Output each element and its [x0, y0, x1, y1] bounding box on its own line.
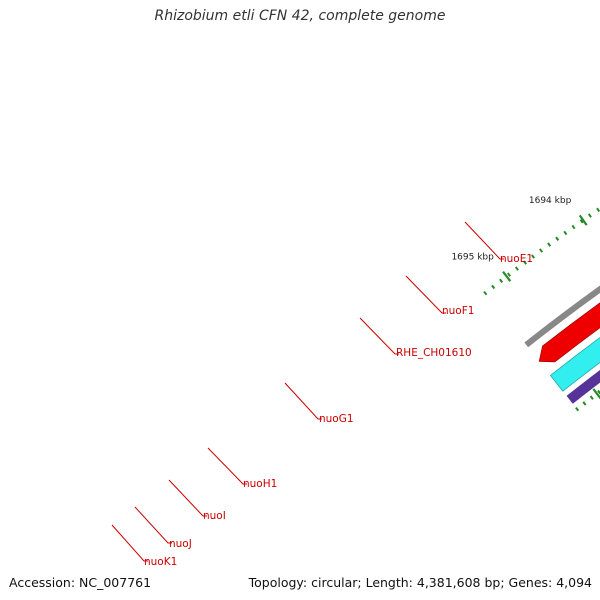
- gene-label-nuok1: nuoK1: [144, 556, 177, 568]
- footer: Accession: NC_007761 Topology: circular;…: [0, 570, 600, 600]
- outer-dotted-ruler: [483, 207, 600, 296]
- ruler-dot: [499, 278, 504, 283]
- gene-label-nuoh1: nuoH1: [243, 478, 277, 490]
- purple-feature: [566, 370, 600, 404]
- ruler-dot: [575, 407, 580, 412]
- ruler-dot: [555, 236, 560, 241]
- circular-genome-map: 1685 kbp1686 kbp1687 kbp1688 kbp1689 kbp…: [111, 196, 600, 568]
- ruler-dot: [571, 224, 576, 230]
- kbp-tick-labels: 1685 kbp1686 kbp1687 kbp1688 kbp1689 kbp…: [451, 196, 572, 263]
- ruler-dot: [522, 260, 527, 265]
- gene-leader-line: [207, 447, 247, 485]
- gene-label-nuog1: nuoG1: [319, 413, 354, 425]
- ruler-dot: [563, 230, 568, 236]
- major-tick: [578, 214, 588, 226]
- ruler-dot: [589, 395, 594, 400]
- ruler-dot: [547, 242, 552, 247]
- kbp-tick-marks: [502, 214, 600, 400]
- ruler-dot: [506, 272, 512, 277]
- gene-label-nuoj: nuoJ: [169, 538, 192, 550]
- cds-feature: [549, 337, 600, 392]
- genome-backbone: [524, 285, 600, 348]
- gene-label-rhe_ch01610: RHE_CH01610: [396, 347, 472, 359]
- genome-summary-text: Topology: circular; Length: 4,381,608 bp…: [248, 575, 592, 590]
- accession-text: Accession: NC_007761: [9, 575, 152, 590]
- gene-label-nuof1: nuoF1: [442, 305, 474, 317]
- ruler-dot: [539, 248, 544, 253]
- gene-leader-line: [111, 524, 148, 562]
- ruler-dot: [596, 207, 600, 213]
- cds-track: [549, 337, 600, 392]
- gene-label-nuoe1: nuoE1: [500, 253, 533, 265]
- gene-leader-line: [168, 479, 207, 517]
- major-tick: [502, 271, 512, 282]
- gene-leader-line: [359, 317, 399, 355]
- genome-title: Rhizobium etli CFN 42, complete genome: [154, 8, 446, 24]
- gene-leader-line: [405, 275, 446, 314]
- gene-labels: nuoE1 nuoF1 RHE_CH01610 nuoG1 nuoH1 nuoI nuoJ n…: [111, 221, 533, 568]
- major-tick-inner: [592, 388, 600, 400]
- ruler-dot: [491, 284, 496, 290]
- ruler-dot: [514, 266, 519, 271]
- gene-leader-line: [464, 221, 504, 260]
- ruler-dot: [579, 219, 584, 224]
- kbp-label: 1694 kbp: [529, 196, 572, 206]
- ruler-dot: [582, 401, 587, 406]
- backbone-arc: [524, 285, 600, 348]
- gene-feature: [538, 302, 600, 363]
- purple-feature-track: [566, 370, 600, 404]
- gene-label-nuoi: nuoI: [203, 510, 226, 522]
- gene-leader-line: [134, 506, 172, 544]
- ruler-dot: [587, 213, 592, 218]
- gene-leader-line: [284, 382, 322, 420]
- gene-track: [538, 302, 600, 363]
- ruler-dot: [530, 254, 535, 259]
- ruler-dot: [483, 290, 488, 296]
- kbp-label: 1695 kbp: [451, 253, 494, 263]
